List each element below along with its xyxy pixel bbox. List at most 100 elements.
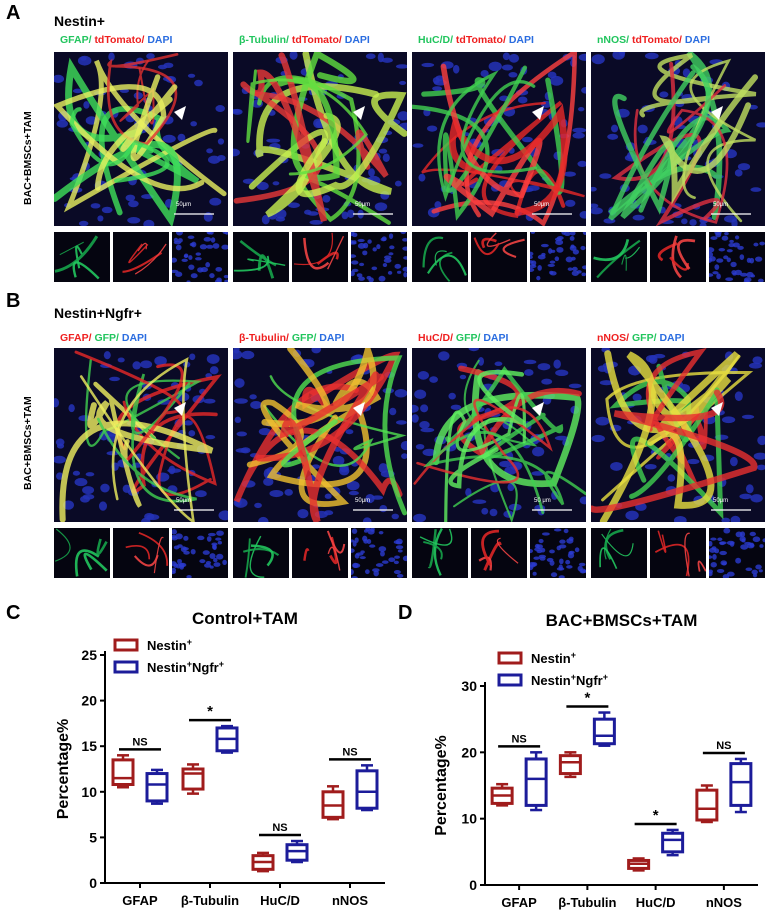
thumb-red-channel xyxy=(113,232,169,282)
panel-letter-a: A xyxy=(6,2,21,24)
thumb-green-channel xyxy=(412,528,468,578)
channel-label: HuC/D/ tdTomato/ DAPI xyxy=(418,34,534,46)
channel-label-part: nNOS/ xyxy=(597,332,633,344)
micrograph-merged: 50μm xyxy=(591,52,765,226)
legend-entry: Nestin+Ngfr+ xyxy=(531,672,608,688)
x-tick-label: HuC/D xyxy=(260,893,300,908)
y-tick-label: 15 xyxy=(81,738,97,754)
chart-bac-bmscs-tam: BAC+BMSCs+TAM 0 10 20 30 Percentage% GFAP β-Tub… xyxy=(433,611,758,910)
thumb-dapi-channel xyxy=(530,232,586,282)
channel-label-part: tdTomato/ xyxy=(632,34,685,46)
channel-label-part: DAPI xyxy=(684,34,710,46)
y-axis-label: Percentage% xyxy=(433,735,450,836)
thumb-dapi-channel xyxy=(709,232,765,282)
y-tick-label: 10 xyxy=(461,811,477,827)
legend-entry: Nestin+ xyxy=(147,637,192,653)
y-axis-label: Percentage% xyxy=(55,719,72,820)
panel-letter-c: C xyxy=(6,602,21,624)
significance-label: NS xyxy=(511,733,526,745)
y-tick-label: 5 xyxy=(89,829,97,845)
thumb-red-channel xyxy=(650,528,706,578)
legend-swatch xyxy=(113,638,139,652)
scale-bar-label: 50μm xyxy=(176,498,192,504)
legend-entry: Nestin+ xyxy=(531,650,576,666)
panel-a-title: Nestin+ xyxy=(54,13,105,29)
channel-label-part: DAPI xyxy=(344,34,370,46)
y-tick-label: 30 xyxy=(461,678,477,694)
thumb-green-channel xyxy=(54,232,110,282)
x-tick-label: β-Tubulin xyxy=(558,895,616,910)
box-nestin xyxy=(627,857,651,872)
channel-label-part: β-Tubulin/ xyxy=(239,332,292,344)
thumb-green-channel xyxy=(591,232,647,282)
panel-a-side-label: BAC+BMSCs+TAM xyxy=(22,111,34,205)
panel-b-title: Nestin+Ngfr+ xyxy=(54,305,142,321)
y-tick-label: 20 xyxy=(461,744,477,760)
y-tick-label: 10 xyxy=(81,784,97,800)
scale-bar-label: 50μm xyxy=(534,202,550,208)
channel-label-part: HuC/D/ xyxy=(418,332,456,344)
channel-label: HuC/D/ GFP/ DAPI xyxy=(418,332,508,344)
scale-bar-label: 50μm xyxy=(176,202,192,208)
channel-label-part: HuC/D/ xyxy=(418,34,456,46)
thumb-red-channel xyxy=(292,232,348,282)
y-tick-label: 20 xyxy=(81,693,97,709)
chart-title: BAC+BMSCs+TAM xyxy=(546,611,698,630)
significance-label: NS xyxy=(716,740,731,752)
channel-label-part: nNOS/ xyxy=(597,34,633,46)
box-nestin-ngfr xyxy=(661,828,685,857)
channel-label-part: GFP/ xyxy=(94,332,122,344)
channel-label-part: GFAP/ xyxy=(60,34,95,46)
legend-swatch xyxy=(497,651,523,665)
thumb-green-channel xyxy=(233,528,289,578)
scale-bar-label: 50μm xyxy=(713,202,729,208)
channel-label-part: DAPI xyxy=(508,34,534,46)
significance-label: NS xyxy=(272,822,287,834)
panel-b-side-label: BAC+BMSCs+TAM xyxy=(22,396,34,490)
significance-label: NS xyxy=(132,736,147,748)
channel-label-part: GFP/ xyxy=(291,332,320,344)
channel-label-part: tdTomato/ xyxy=(291,34,345,46)
box-nestin xyxy=(558,751,582,779)
micrograph-merged: 50μm xyxy=(233,348,407,522)
thumb-green-channel xyxy=(233,232,289,282)
significance-label: NS xyxy=(342,746,357,758)
channel-label-part: GFP/ xyxy=(455,332,484,344)
micrograph-merged: 50 μm xyxy=(412,348,586,522)
channel-label-part: DAPI xyxy=(121,332,147,344)
chart-title: Control+TAM xyxy=(192,609,298,628)
box-nestin xyxy=(321,785,345,821)
significance-label: * xyxy=(653,807,659,824)
thumb-green-channel xyxy=(591,528,647,578)
legend-swatch xyxy=(497,673,523,687)
thumb-green-channel xyxy=(412,232,468,282)
channel-label: β-Tubulin/ GFP/ DAPI xyxy=(239,332,344,344)
x-tick-label: GFAP xyxy=(122,893,158,908)
x-tick-label: HuC/D xyxy=(636,895,676,910)
scale-bar-label: 50μm xyxy=(713,498,729,504)
legend-entry: Nestin+Ngfr+ xyxy=(147,659,224,675)
thumb-red-channel xyxy=(471,232,527,282)
micrograph-merged: 50μm xyxy=(412,52,586,226)
micrograph-merged: 50μm xyxy=(591,348,765,522)
x-tick-label: nNOS xyxy=(706,895,742,910)
significance-label: * xyxy=(207,703,213,720)
y-tick-label: 25 xyxy=(81,647,97,663)
channel-label-part: tdTomato/ xyxy=(94,34,148,46)
x-tick-label: GFAP xyxy=(501,895,537,910)
box-nestin-ngfr xyxy=(215,724,239,754)
channel-label-part: tdTomato/ xyxy=(455,34,509,46)
x-tick-label: nNOS xyxy=(332,893,368,908)
thumb-dapi-channel xyxy=(709,528,765,578)
scale-bar-label: 50 μm xyxy=(534,498,551,504)
channel-label: GFAP/ tdTomato/ DAPI xyxy=(60,34,172,46)
channel-label: GFAP/ GFP/ DAPI xyxy=(60,332,147,344)
thumb-dapi-channel xyxy=(351,232,407,282)
micrograph-merged: 50μm xyxy=(54,52,228,226)
thumb-dapi-channel xyxy=(351,528,407,578)
panel-letter-d: D xyxy=(398,602,413,624)
channel-label-part: GFAP/ xyxy=(60,332,95,344)
box-nestin-ngfr xyxy=(592,711,616,747)
micrograph-merged: 50μm xyxy=(54,348,228,522)
channel-label-part: DAPI xyxy=(483,332,509,344)
